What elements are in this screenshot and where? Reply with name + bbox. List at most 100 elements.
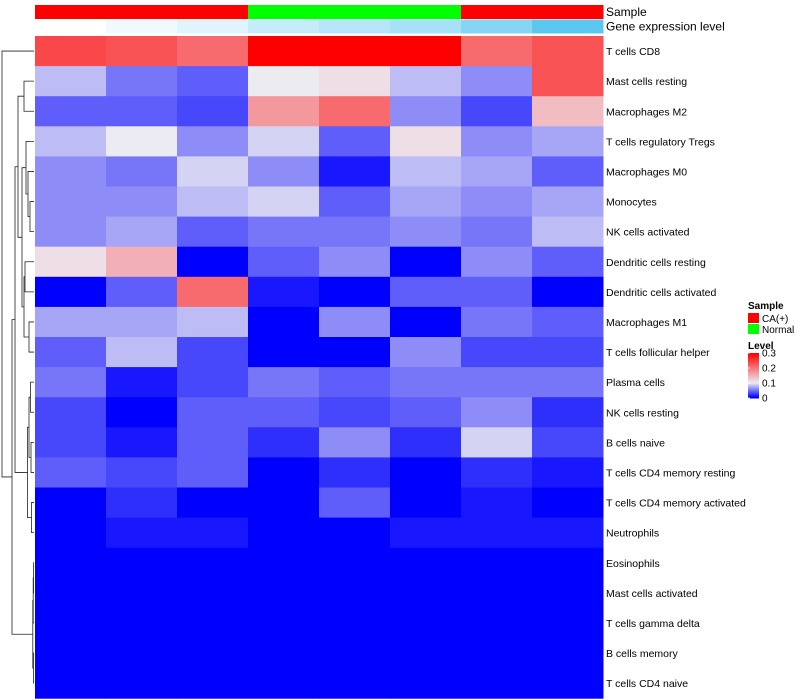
- heatmap-cell: [106, 638, 178, 669]
- heatmap-cell: [248, 246, 320, 278]
- heatmap-cell: [532, 397, 604, 428]
- row-label: B cells memory: [606, 648, 679, 660]
- level-legend-gradient-step: [748, 359, 759, 361]
- heatmap-cell: [532, 66, 604, 97]
- row-label: T cells gamma delta: [606, 618, 700, 630]
- heatmap-cell: [390, 607, 462, 639]
- heatmap-cell: [390, 126, 462, 157]
- gene-expression-annotation-cell: [390, 19, 462, 34]
- level-legend-gradient-step: [748, 395, 759, 397]
- heatmap-cell: [35, 427, 107, 458]
- row-label: Mast cells resting: [606, 76, 687, 88]
- heatmap-cell: [106, 156, 178, 187]
- heatmap-cell: [106, 367, 178, 398]
- heatmap-cell: [461, 276, 533, 308]
- level-legend-gradient-step: [748, 365, 759, 367]
- heatmap-cell: [532, 156, 604, 187]
- level-legend-gradient-step: [748, 378, 759, 380]
- heatmap-cell: [461, 397, 533, 428]
- heatmap-cell: [461, 337, 533, 368]
- heatmap-cell: [461, 517, 533, 549]
- heatmap-cell: [319, 337, 391, 368]
- heatmap-cell: [319, 276, 391, 308]
- heatmap-cell: [106, 216, 178, 248]
- heatmap-cell: [248, 457, 320, 488]
- heatmap-cell: [532, 427, 604, 458]
- level-legend-gradient-step: [748, 383, 759, 385]
- row-label: Dendritic cells activated: [606, 287, 716, 299]
- heatmap-cell: [319, 66, 391, 97]
- row-label: Dendritic cells resting: [606, 257, 706, 269]
- level-legend-gradient-step: [748, 360, 759, 362]
- heatmap-cell: [35, 216, 107, 248]
- heatmap-cell: [106, 668, 178, 699]
- heatmap-cell: [319, 367, 391, 398]
- heatmap-cell: [390, 427, 462, 458]
- heatmap-cell: [461, 668, 533, 699]
- heatmap-cell: [319, 547, 391, 579]
- heatmap-cell: [461, 246, 533, 278]
- heatmap-cell: [35, 96, 107, 127]
- heatmap-cell: [177, 126, 249, 157]
- heatmap-cell: [106, 276, 178, 308]
- heatmap-cell: [532, 668, 604, 699]
- heatmap-cell: [319, 96, 391, 127]
- heatmap-cell: [390, 487, 462, 519]
- heatmap-cell: [532, 367, 604, 398]
- level-legend-gradient-step: [748, 397, 759, 399]
- heatmap-cell: [319, 457, 391, 488]
- heatmap-cell: [248, 96, 320, 127]
- level-legend-gradient-step: [748, 363, 759, 365]
- heatmap-cell: [35, 306, 107, 338]
- sample-annotation-cell: [35, 5, 107, 19]
- heatmap-cell: [532, 126, 604, 157]
- heatmap-cell: [177, 96, 249, 127]
- level-legend-gradient-step: [748, 384, 759, 386]
- heatmap-cell: [106, 427, 178, 458]
- heatmap-cell: [532, 638, 604, 669]
- heatmap-cell: [248, 216, 320, 248]
- gene-expression-annotation-cell: [532, 19, 604, 34]
- dendrogram-branch: [28, 321, 34, 353]
- heatmap-cell: [319, 246, 391, 278]
- sample-legend-title: Sample: [748, 301, 784, 312]
- gene-expression-annotation-cell: [461, 19, 533, 34]
- heatmap-cell: [106, 547, 178, 579]
- row-label: T cells CD4 memory activated: [606, 498, 746, 510]
- heatmap-cell: [177, 216, 249, 248]
- row-label: B cells naive: [606, 437, 665, 449]
- heatmap-cell: [106, 607, 178, 639]
- heatmap-cell: [461, 547, 533, 579]
- heatmap-cell: [177, 186, 249, 218]
- sample-annotation-cell: [532, 5, 604, 19]
- heatmap-cell: [106, 457, 178, 488]
- heatmap-cell: [461, 577, 533, 609]
- heatmap-cell: [177, 397, 249, 428]
- level-legend-gradient-step: [748, 361, 759, 363]
- heatmap-cell: [248, 156, 320, 187]
- heatmap-cell: [177, 487, 249, 519]
- row-label: Mast cells activated: [606, 588, 698, 600]
- heatmap-cell: [461, 36, 533, 67]
- heatmap-cell: [390, 638, 462, 669]
- heatmap-cell: [461, 216, 533, 248]
- level-legend-gradient-step: [748, 386, 759, 388]
- heatmap-cell: [319, 427, 391, 458]
- level-legend-gradient-step: [748, 371, 759, 373]
- level-legend-gradient-step: [748, 390, 759, 392]
- heatmap-cell: [248, 276, 320, 308]
- level-legend-gradient-step: [748, 353, 759, 355]
- heatmap-cell: [248, 577, 320, 609]
- heatmap-cell: [319, 156, 391, 187]
- heatmap-cell: [248, 66, 320, 97]
- heatmap-cell: [461, 126, 533, 157]
- heatmap-cell: [248, 126, 320, 157]
- dendrogram-branch: [29, 201, 34, 233]
- row-label: Neutrophils: [606, 528, 659, 540]
- heatmap-cell: [177, 457, 249, 488]
- level-legend-gradient-step: [748, 356, 759, 358]
- heatmap-cell: [177, 66, 249, 97]
- heatmap-cell: [532, 36, 604, 67]
- level-legend-gradient-step: [748, 375, 759, 377]
